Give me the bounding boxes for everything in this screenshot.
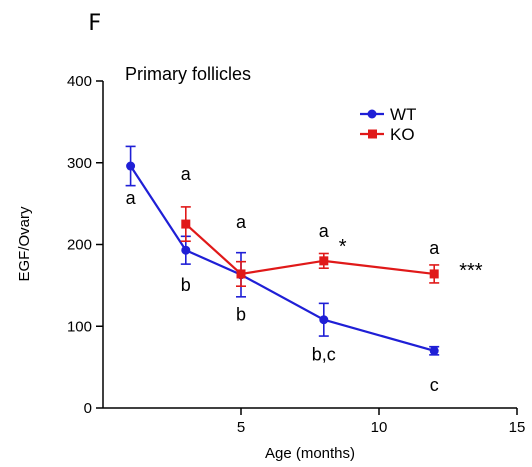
significance-letter: a [429, 238, 440, 258]
significance-letter: a [236, 212, 247, 232]
y-tick-label: 100 [67, 318, 92, 335]
data-point-ko [429, 269, 439, 279]
panel-label: F [88, 11, 101, 36]
significance-letter: a [126, 188, 137, 208]
significance-letter: c [430, 375, 439, 395]
legend-marker-ko [368, 129, 377, 139]
chart-title: Primary follicles [125, 64, 251, 84]
data-point-wt [319, 315, 329, 325]
legend-label-ko: KO [390, 125, 415, 144]
data-point-ko [236, 269, 246, 279]
x-tick-label: 10 [371, 419, 388, 436]
y-axis-title: EGF/Ovary [16, 206, 33, 282]
series-line-ko [185, 223, 435, 276]
x-tick-label: 15 [509, 419, 526, 436]
significance-letter: b [236, 305, 246, 325]
x-tick-label: 5 [237, 419, 245, 436]
significance-letter: a [319, 221, 330, 241]
significance-letter: b,c [312, 345, 336, 365]
axis-ticks: 0 100 200 300 400 5 10 15 [67, 73, 525, 436]
data-point-wt [429, 346, 439, 356]
data-point-ko [319, 256, 329, 266]
significance-stars: *** [459, 260, 483, 282]
series-layer [125, 145, 440, 356]
series-line-wt [129, 165, 435, 352]
data-point-wt [181, 245, 191, 255]
data-point-ko [181, 219, 191, 229]
y-tick-label: 300 [67, 155, 92, 172]
series-wt [125, 145, 440, 356]
y-tick-label: 0 [84, 400, 92, 417]
significance-letter: b [181, 275, 191, 295]
significance-letter: a [181, 164, 192, 184]
series-ko [180, 206, 440, 287]
x-axis-title: Age (months) [265, 445, 355, 462]
y-tick-label: 200 [67, 237, 92, 254]
y-tick-label: 400 [67, 73, 92, 90]
significance-stars: * [339, 236, 347, 258]
axes [102, 81, 517, 409]
legend-label-wt: WT [390, 105, 416, 124]
data-point-wt [126, 161, 136, 171]
legend-marker-wt [367, 109, 377, 119]
